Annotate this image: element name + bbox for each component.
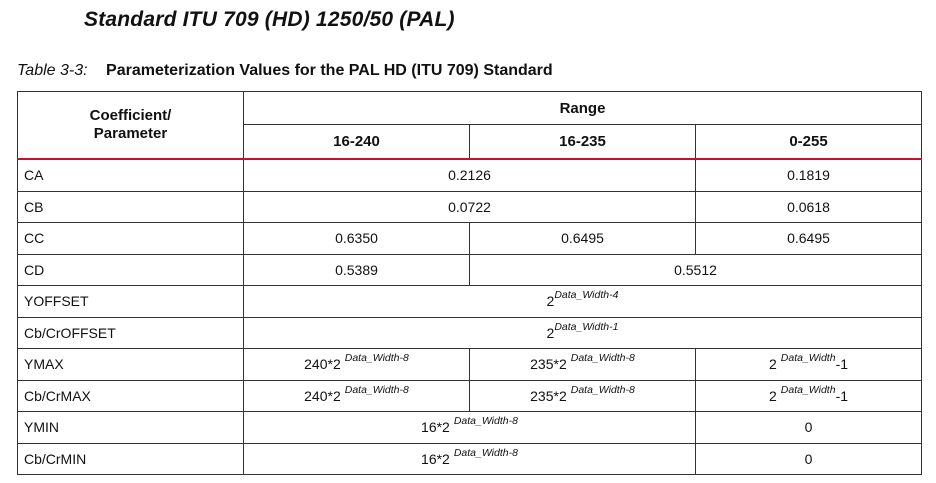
cell-cc-0-255: 0.6495: [694, 222, 923, 255]
cell-ca-0-255: 0.1819: [694, 158, 923, 192]
header-range-16-240: 16-240: [243, 124, 470, 160]
value-base: 16*2: [421, 450, 450, 467]
table-caption-label: Table 3-3:: [17, 62, 88, 79]
value-tail: -1: [835, 356, 849, 373]
value-exponent: Data_Width-8: [570, 383, 635, 396]
cell-cboffset: 2Data_Width-1: [242, 316, 923, 349]
value-exponent: Data_Width-4: [554, 289, 619, 302]
row-name-cbmax: Cb/CrMAX: [17, 379, 244, 412]
parameterization-table: Coefficient/ Parameter Range 16-240 16-2…: [17, 91, 923, 475]
cell-cbmax-0-255: 2 Data_Width-1: [694, 379, 923, 412]
value-exponent: Data_Width-8: [570, 352, 635, 365]
header-range-0-255: 0-255: [694, 124, 923, 160]
table-row: YMIN 16*2 Data_Width-8 0: [17, 411, 923, 444]
value-base: 16*2: [421, 419, 450, 436]
section-heading: Standard ITU 709 (HD) 1250/50 (PAL): [84, 8, 455, 31]
table-row: Cb/CrMAX 240*2 Data_Width-8 235*2 Data_Wid…: [17, 379, 923, 412]
row-name-cbmin: Cb/CrMIN: [17, 442, 244, 475]
table-row: CB 0.0722 0.0618: [17, 190, 923, 223]
cell-cbmin-16-240-16-235: 16*2 Data_Width-8: [243, 442, 696, 475]
value-base: 2: [546, 324, 555, 341]
cell-cbmax-16-240: 240*2 Data_Width-8: [243, 379, 470, 412]
header-coefficient-line1: Coefficient/: [89, 107, 172, 124]
cell-cc-16-240: 0.6350: [243, 222, 470, 255]
value-base: 235*2: [530, 387, 567, 404]
cell-cd-16-235-0-255: 0.5512: [468, 253, 923, 286]
cell-ymax-16-235: 235*2 Data_Width-8: [469, 348, 696, 381]
table-header-row: Coefficient/ Parameter Range: [17, 91, 923, 160]
cell-yoffset: 2Data_Width-4: [242, 285, 923, 318]
table-subheader-row: 16-240 16-235 0-255: [18, 124, 923, 160]
header-range: Range: [242, 91, 923, 125]
cell-cc-16-235: 0.6495: [469, 222, 696, 255]
cell-cbmin-0-255: 0: [694, 442, 923, 475]
value-base: 2: [768, 387, 777, 404]
value-exponent: Data_Width-1: [554, 320, 619, 333]
header-coefficient: Coefficient/ Parameter: [17, 91, 244, 160]
cell-cd-16-240: 0.5389: [243, 253, 470, 286]
table-row: CC 0.6350 0.6495 0.6495: [17, 222, 923, 255]
cell-ca-16-240-16-235: 0.2126: [243, 158, 696, 192]
table-caption-title: Parameterization Values for the PAL HD (…: [106, 62, 553, 79]
cell-ymax-0-255: 2 Data_Width-1: [694, 348, 923, 381]
header-coefficient-line2: Parameter: [93, 125, 168, 142]
value-exponent: Data_Width-8: [453, 415, 518, 428]
cell-cb-0-255: 0.0618: [694, 190, 923, 223]
cell-ymax-16-240: 240*2 Data_Width-8: [243, 348, 470, 381]
header-range-16-235: 16-235: [469, 124, 696, 160]
value-base: 240*2: [304, 387, 341, 404]
row-name-ymax: YMAX: [17, 348, 244, 381]
value-exponent: Data_Width: [780, 383, 836, 396]
value-tail: -1: [835, 387, 849, 404]
row-name-cd: CD: [17, 253, 244, 286]
value-base: 2: [768, 356, 777, 373]
value-exponent: Data_Width-8: [344, 383, 409, 396]
table-row: YMAX 240*2 Data_Width-8 235*2 Data_Width-8…: [17, 348, 923, 381]
value-exponent: Data_Width: [780, 352, 836, 365]
row-name-yoffset: YOFFSET: [17, 285, 244, 318]
table-caption: Table 3-3: Parameterization Values for t…: [17, 62, 553, 80]
row-name-cboffset: Cb/CrOFFSET: [17, 316, 244, 349]
row-name-cb: CB: [17, 190, 244, 223]
table-row: Cb/CrMIN 16*2 Data_Width-8 0: [17, 442, 923, 475]
value-base: 2: [546, 293, 555, 310]
row-name-ca: CA: [17, 158, 244, 192]
value-exponent: Data_Width-8: [453, 446, 518, 459]
cell-ymin-16-240-16-235: 16*2 Data_Width-8: [243, 411, 696, 444]
value-base: 240*2: [304, 356, 341, 373]
table-row: YOFFSET 2Data_Width-4: [17, 285, 923, 318]
row-name-cc: CC: [17, 222, 244, 255]
value-base: 235*2: [530, 356, 567, 373]
table-row: CD 0.5389 0.5512: [17, 253, 923, 286]
cell-cbmax-16-235: 235*2 Data_Width-8: [469, 379, 696, 412]
row-name-ymin: YMIN: [17, 411, 244, 444]
value-exponent: Data_Width-8: [344, 352, 409, 365]
table-row: Cb/CrOFFSET 2Data_Width-1: [17, 316, 923, 349]
cell-ymin-0-255: 0: [694, 411, 923, 444]
table-row: CA 0.2126 0.1819: [17, 158, 923, 192]
cell-cb-16-240-16-235: 0.0722: [243, 190, 696, 223]
